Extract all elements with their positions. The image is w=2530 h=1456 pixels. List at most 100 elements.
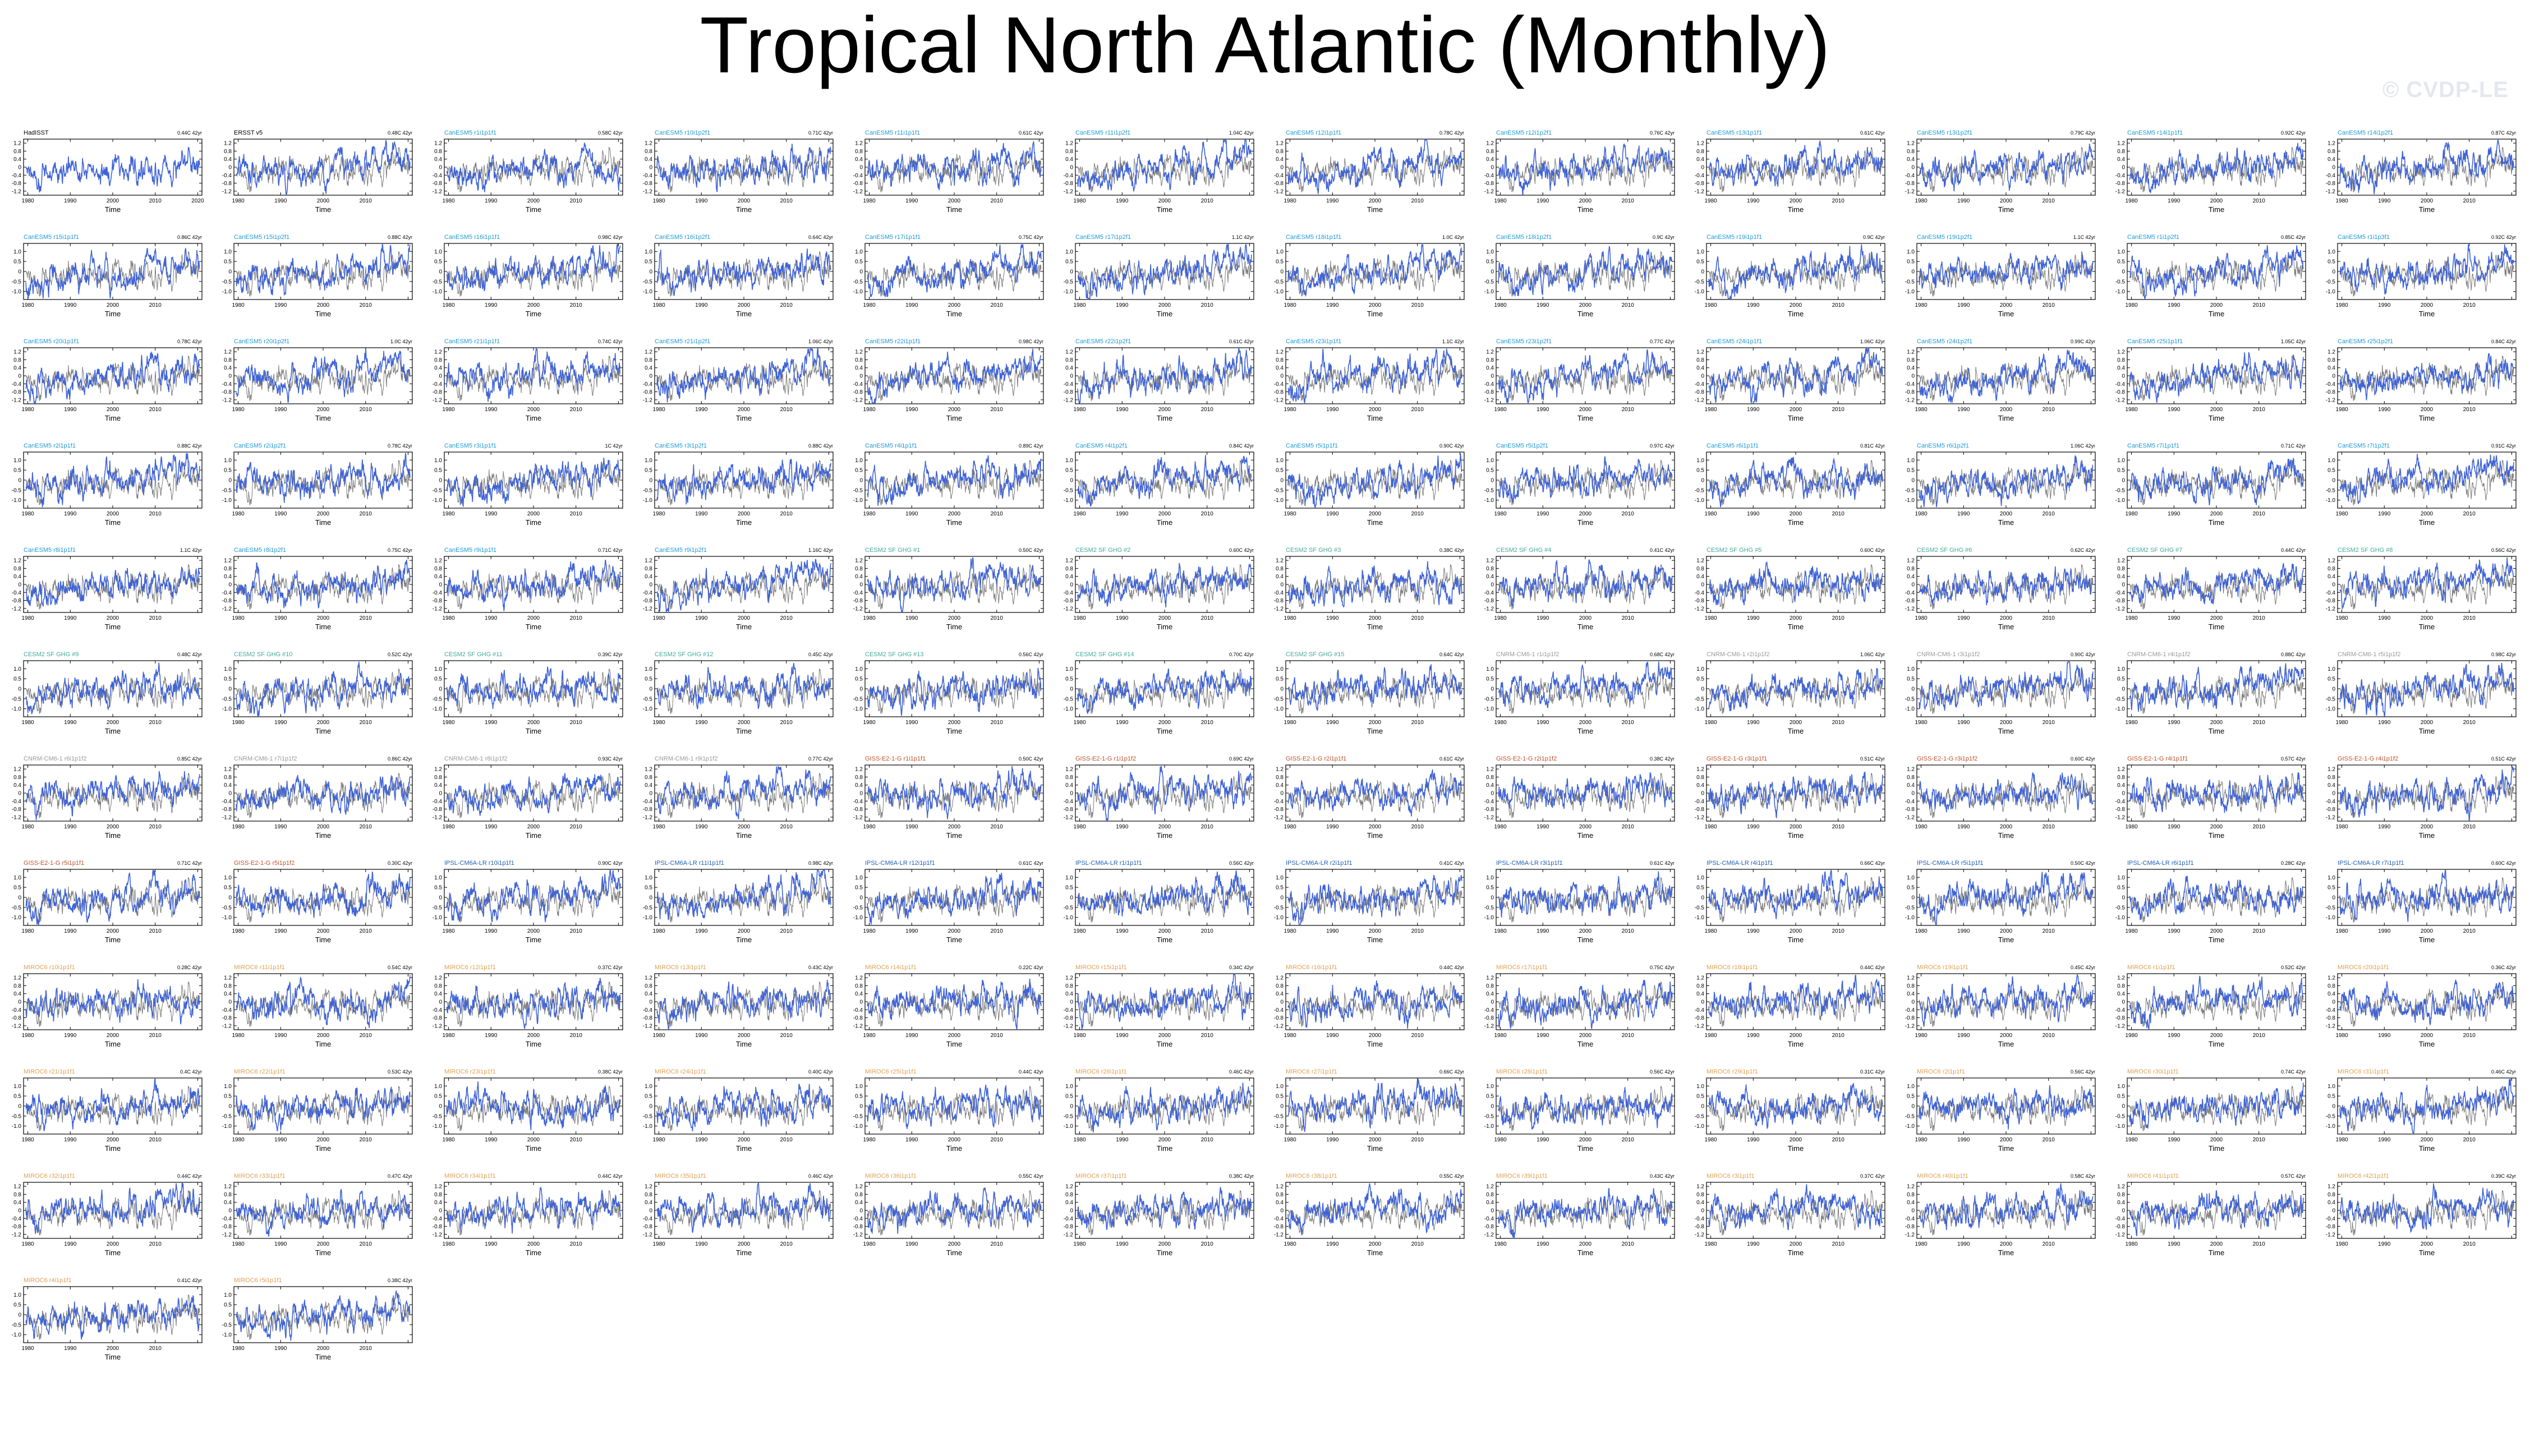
x-tick-label: 1980 (1494, 1033, 1507, 1039)
y-tick-label: 1.0 (645, 666, 652, 672)
x-tick-label: 1980 (652, 1241, 665, 1247)
panel-title: CanESM5 r3i1p2f1 (655, 443, 707, 449)
x-axis-label: Time (946, 623, 962, 631)
trend-label: 0.88C 42yr (177, 443, 202, 449)
panel-title: ERSST v5 (234, 130, 263, 136)
y-tick-label: 0 (1070, 269, 1073, 275)
panel-title: CanESM5 r23i1p1f1 (1286, 338, 1341, 345)
y-tick-label: -0.5 (222, 696, 232, 702)
panel: CanESM5 r13i1p1f1 0.61C 42yr1.20.80.40-0.… (1695, 130, 1885, 214)
x-tick-label: 1980 (442, 615, 455, 621)
y-tick-label: 1.2 (1065, 1184, 1073, 1190)
x-tick-label: 1990 (485, 302, 498, 308)
y-tick-label: 0.4 (1907, 365, 1915, 371)
x-tick-label: 1980 (2335, 302, 2348, 308)
y-tick-label: 1.2 (13, 558, 21, 564)
y-tick-label: -1.2 (2115, 606, 2126, 612)
y-tick-label: 0.4 (1486, 991, 1494, 997)
y-tick-label: 1.2 (13, 767, 21, 773)
y-tick-label: 0 (1280, 582, 1284, 588)
x-tick-label: 1980 (232, 1241, 245, 1247)
trend-label: 0.34C 42yr (1229, 965, 1254, 970)
y-tick-label: 0 (18, 686, 21, 693)
y-tick-label: 1.0 (434, 666, 442, 672)
y-tick-label: 1.0 (434, 875, 442, 881)
x-tick-label: 1990 (905, 1241, 918, 1247)
panel: MIROC6 r37i1p1f1 0.38C 42yr1.20.80.40-0.4… (1064, 1173, 1254, 1257)
x-tick-label: 1980 (863, 198, 876, 204)
panel: GISS-E2-1-G r5i1p1f2 0.30C 42yr1.00.50-0.… (222, 860, 412, 944)
x-tick-label: 2010 (991, 928, 1004, 934)
y-tick-label: 0.8 (855, 983, 863, 989)
y-tick-label: -0.4 (1064, 799, 1074, 805)
y-tick-label: -0.5 (2326, 279, 2336, 285)
y-tick-label: -1.2 (853, 1232, 863, 1238)
x-tick-label: 1980 (2335, 511, 2348, 517)
y-tick-label: -1.2 (2326, 1023, 2336, 1029)
y-tick-label: -1.0 (643, 1123, 653, 1130)
panel-title: CanESM5 r10i1p2f1 (655, 130, 710, 136)
y-tick-label: 0 (859, 686, 863, 693)
x-tick-label: 2000 (317, 1241, 330, 1247)
x-tick-label: 2000 (317, 720, 330, 726)
x-tick-label: 1990 (905, 302, 918, 308)
y-tick-label: 1.2 (2327, 767, 2335, 773)
y-tick-label: -0.4 (433, 590, 443, 596)
x-tick-label: 2010 (2253, 407, 2266, 413)
y-tick-label: 0.5 (2327, 885, 2335, 891)
x-axis-label: Time (526, 518, 541, 527)
x-tick-label: 1980 (652, 928, 665, 934)
trend-label: 0.66C 42yr (1439, 1069, 1464, 1075)
y-tick-label: 0.8 (1696, 149, 1704, 155)
y-tick-label: 0.8 (1065, 983, 1073, 989)
y-tick-label: 0.5 (1276, 259, 1284, 265)
y-tick-label: 1.0 (1065, 249, 1073, 255)
x-tick-label: 2000 (2421, 198, 2434, 204)
x-tick-label: 1980 (1284, 302, 1296, 308)
panel: CanESM5 r20i1p1f1 0.78C 42yr1.20.80.40-0.… (12, 338, 202, 422)
panel: MIROC6 r20i1p1f1 0.36C 42yr1.20.80.40-0.4… (2326, 964, 2516, 1048)
y-tick-label: -0.5 (1905, 279, 1915, 285)
x-tick-label: 1980 (2335, 198, 2348, 204)
y-tick-label: -1.2 (643, 188, 653, 195)
model-series-line (657, 144, 831, 192)
trend-label: 0.98C 42yr (2491, 652, 2516, 657)
x-tick-label: 2010 (360, 198, 372, 204)
x-tick-label: 1990 (1116, 1033, 1129, 1039)
y-tick-label: 0.5 (1276, 468, 1284, 474)
y-tick-label: -0.8 (222, 1224, 232, 1230)
panel: CanESM5 r4i1p1f1 0.89C 42yr1.00.50-0.5-1.… (853, 443, 1043, 527)
trend-label: 0.85C 42yr (2281, 234, 2306, 240)
y-tick-label: 0 (2332, 686, 2335, 693)
trend-label: 0.60C 42yr (2491, 860, 2516, 866)
x-axis-label: Time (526, 831, 541, 840)
x-axis-label: Time (2209, 1144, 2224, 1153)
x-tick-label: 1980 (1704, 1033, 1717, 1039)
x-axis-label: Time (1157, 623, 1172, 631)
x-tick-label: 1990 (485, 198, 498, 204)
y-tick-label: -1.0 (222, 497, 232, 504)
y-tick-label: -1.0 (853, 497, 863, 504)
x-tick-label: 2010 (1832, 928, 1845, 934)
obs-series-line (26, 460, 200, 505)
x-axis-label: Time (105, 727, 121, 735)
panel: IPSL-CM6A-LR r2i1p1f1 0.41C 42yr1.00.50-0… (1274, 860, 1464, 944)
y-tick-label: -0.8 (222, 598, 232, 604)
panel: CanESM5 r1i1p2f1 0.85C 42yr1.00.50-0.5-1.… (2115, 234, 2306, 318)
y-tick-label: 0 (18, 269, 21, 275)
x-axis-label: Time (946, 518, 962, 527)
x-axis-label: Time (946, 936, 962, 944)
y-tick-label: -0.8 (12, 181, 22, 187)
y-tick-label: 0 (649, 165, 652, 171)
x-tick-label: 1990 (1326, 928, 1339, 934)
y-tick-label: -0.4 (1484, 1007, 1494, 1013)
x-tick-label: 1980 (652, 511, 665, 517)
y-tick-label: 1.0 (1907, 666, 1915, 672)
y-tick-label: 0.4 (2327, 574, 2335, 580)
x-tick-label: 1990 (64, 511, 77, 517)
x-tick-label: 2010 (570, 928, 583, 934)
x-tick-label: 1990 (1957, 720, 1970, 726)
obs-series-line (1288, 251, 1462, 296)
x-tick-label: 2010 (360, 928, 372, 934)
panel: GISS-E2-1-G r2i1p1f1 0.61C 42yr1.20.80.40… (1274, 755, 1464, 840)
